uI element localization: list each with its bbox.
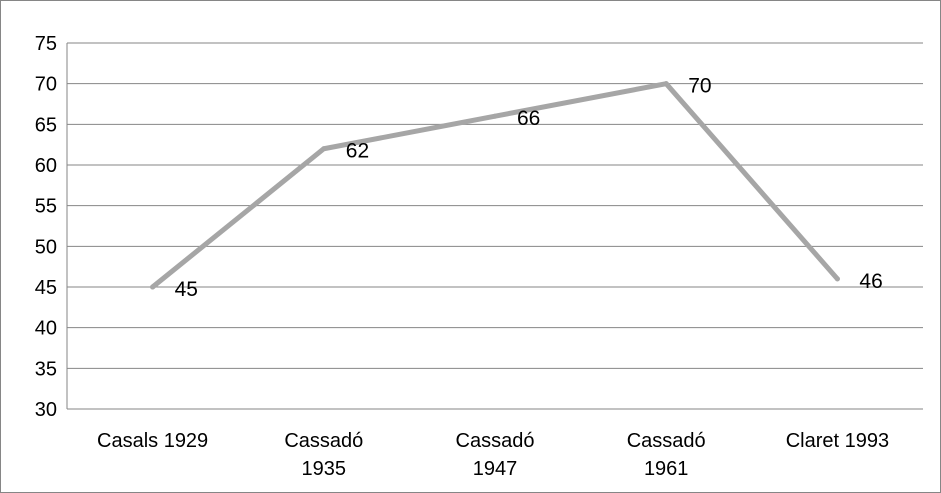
series-line-group [150,81,840,290]
x-category-label-line: Cassadó [284,430,363,452]
x-category-label-line: 1935 [302,458,347,480]
y-tick-label: 45 [35,277,57,299]
y-tick-label: 65 [35,114,57,136]
x-category-label-line: 1961 [644,458,689,480]
x-category-label: Casals 1929 [97,430,208,452]
data-point [321,146,327,152]
data-label: 45 [175,278,198,301]
y-tick-label: 30 [35,399,57,421]
x-category-label-line: Cassadó [456,430,535,452]
y-tick-label: 50 [35,236,57,258]
y-axis-labels: 30 35 40 45 50 55 60 65 70 75 [35,33,57,421]
data-point [492,113,498,119]
x-category-label-line: Claret 1993 [786,430,889,452]
x-category-label-line: Cassadó [627,430,706,452]
x-category-label: Cassadó 1947 [456,430,535,480]
y-tick-label: 75 [35,33,57,55]
data-label: 66 [517,107,540,130]
x-category-label-line: 1947 [473,458,518,480]
x-category-label: Claret 1993 [786,430,889,452]
data-label: 46 [859,270,882,293]
gridlines [66,42,923,410]
x-category-label: Cassadó 1961 [627,430,706,480]
y-tick-label: 40 [35,318,57,340]
y-tick-label: 70 [35,74,57,96]
y-tick-label: 55 [35,196,57,218]
x-category-label: Cassadó 1935 [284,430,363,480]
data-point [663,81,669,87]
data-labels: 45 62 66 70 46 [175,75,883,301]
data-label: 62 [346,140,369,163]
y-tick-label: 60 [35,155,57,177]
y-tick-label: 35 [35,358,57,380]
data-point [150,284,156,290]
x-category-label-line: Casals 1929 [97,430,208,452]
data-point [834,276,840,282]
data-label: 70 [688,75,711,98]
